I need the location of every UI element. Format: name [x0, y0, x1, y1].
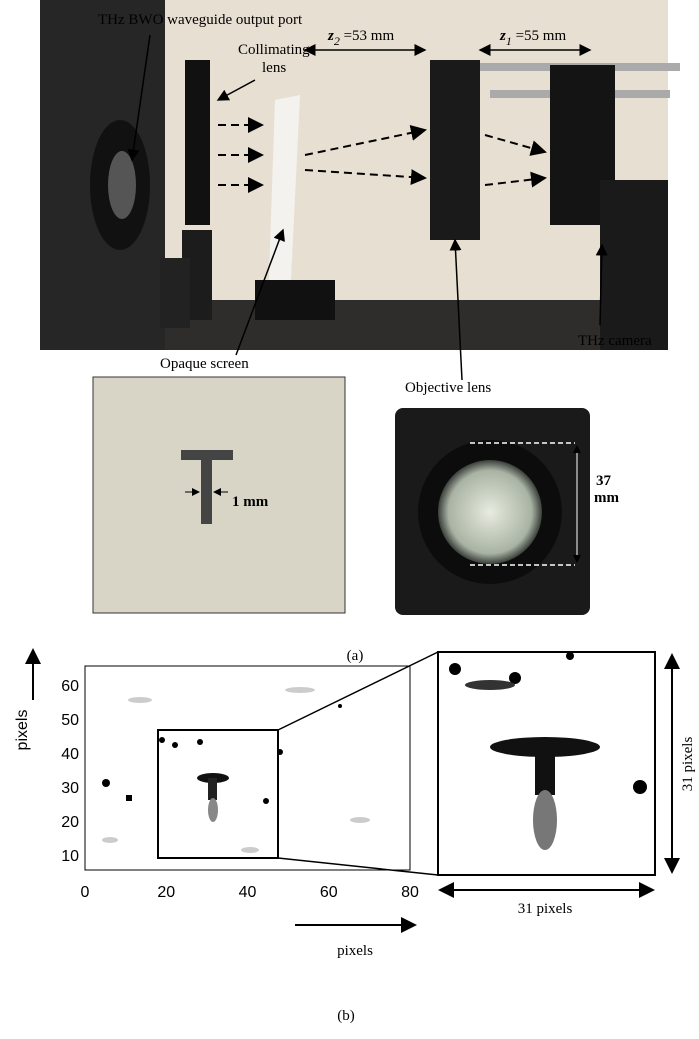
thz-image	[85, 652, 655, 875]
camera-label: THz camera	[578, 333, 652, 349]
x-tick-label: 80	[401, 884, 419, 901]
figure: THz BWO waveguide output port Collimatin…	[0, 0, 699, 1039]
x-tick-label: 0	[81, 884, 90, 901]
slit-width-label: 1 mm	[232, 494, 269, 510]
diameter-label: 37	[596, 473, 612, 489]
zoom-width-label: 31 pixels	[518, 901, 573, 917]
x-axis-label: pixels	[337, 943, 373, 959]
z1-value: =55 mm	[512, 28, 567, 44]
y-tick-label: 40	[61, 746, 79, 763]
screen-inset: 1 mm	[93, 377, 345, 613]
y-tick-label: 30	[61, 780, 79, 797]
y-tick-label: 20	[61, 814, 79, 831]
caption-a: (a)	[347, 648, 364, 664]
y-axis-label: pixels	[14, 710, 31, 751]
zoom-height-label: 31 pixels	[680, 737, 696, 792]
screen-label: Opaque screen	[160, 356, 249, 372]
y-tick-label: 10	[61, 848, 79, 865]
y-tick-label: 60	[61, 678, 79, 695]
setup-photo: THz BWO waveguide output port Collimatin…	[40, 0, 680, 380]
y-tick-label: 50	[61, 712, 79, 729]
caption-b: (b)	[337, 1008, 355, 1024]
x-tick-label: 60	[320, 884, 338, 901]
lens-inset: 37 mm	[395, 408, 619, 615]
collimating-label: Collimating	[238, 42, 310, 58]
collimating-label: lens	[262, 60, 286, 76]
objective-label: Objective lens	[405, 380, 491, 396]
diameter-label: mm	[594, 490, 619, 506]
x-tick-label: 40	[239, 884, 257, 901]
z2-value: =53 mm	[340, 28, 395, 44]
x-tick-label: 20	[157, 884, 175, 901]
port-label: THz BWO waveguide output port	[98, 12, 303, 28]
